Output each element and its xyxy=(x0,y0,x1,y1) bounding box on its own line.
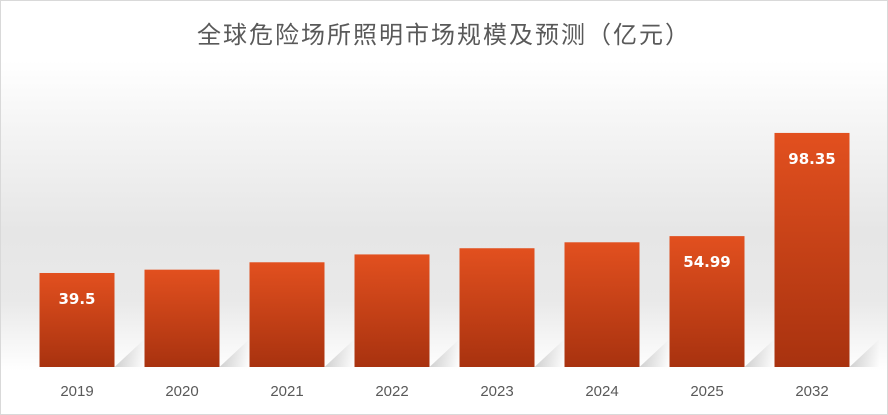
bar-2020 xyxy=(144,269,220,367)
x-axis-ticks: 2019 2020 2021 2022 2023 2024 2025 2032 xyxy=(60,383,828,400)
bar-shadow-2019 xyxy=(114,339,145,367)
bar-2019 xyxy=(39,272,115,367)
x-tick-2019: 2019 xyxy=(60,383,93,400)
bar-shadow-2024 xyxy=(639,339,670,367)
bar-2023 xyxy=(459,248,535,367)
bar-2025 xyxy=(669,236,745,367)
bar-shadow-2023 xyxy=(534,339,565,367)
data-labels-layer: 39.5 54.99 98.35 xyxy=(58,150,835,308)
data-label-2032: 98.35 xyxy=(788,150,835,168)
chart-title: 全球危险场所照明市场规模及预测（亿元） xyxy=(197,21,691,49)
bar-shadow-2025 xyxy=(744,339,775,367)
data-label-2019: 39.5 xyxy=(58,290,95,308)
bar-shadow-2021 xyxy=(324,339,355,367)
x-tick-2032: 2032 xyxy=(795,383,828,400)
bar-shadow-2022 xyxy=(429,339,460,367)
x-tick-2024: 2024 xyxy=(585,383,618,400)
x-tick-2023: 2023 xyxy=(480,383,513,400)
x-tick-2025: 2025 xyxy=(690,383,723,400)
x-tick-2021: 2021 xyxy=(270,383,303,400)
bar-2021 xyxy=(249,262,325,367)
bars-layer xyxy=(39,132,880,367)
data-label-2025: 54.99 xyxy=(683,253,730,271)
x-tick-2020: 2020 xyxy=(165,383,198,400)
bar-2024 xyxy=(564,242,640,367)
bar-2022 xyxy=(354,254,430,367)
bar-shadow-2020 xyxy=(219,339,250,367)
bar-shadow-2032 xyxy=(849,339,880,367)
bar-2032 xyxy=(774,132,850,367)
x-tick-2022: 2022 xyxy=(375,383,408,400)
